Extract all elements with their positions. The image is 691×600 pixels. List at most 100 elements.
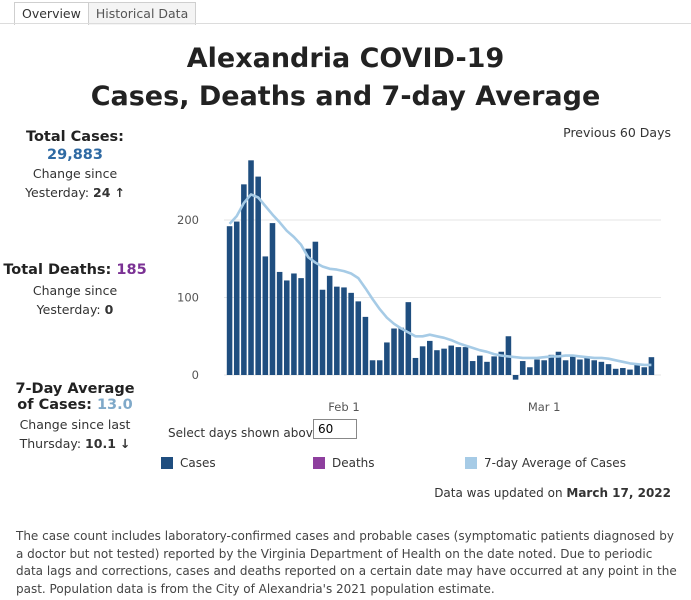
case-bar xyxy=(248,160,254,375)
avg-change-label: Change since last xyxy=(19,417,131,432)
title-line-2: Cases, Deaths and 7-day Average xyxy=(90,81,601,112)
case-bar xyxy=(362,316,369,375)
arrow-down-icon: ↓ xyxy=(119,436,131,451)
footnote: The case count includes laboratory-confi… xyxy=(16,529,677,596)
case-bar xyxy=(441,348,447,375)
case-bar xyxy=(341,287,347,375)
case-bar xyxy=(477,355,483,375)
total-deaths-change: Yesterday: 0 xyxy=(0,300,150,319)
case-bar xyxy=(233,221,240,375)
case-bar xyxy=(584,356,590,375)
seven-day-average-panel: 7-Day Average of Cases: 13.0 Change sinc… xyxy=(0,381,150,453)
case-bar xyxy=(491,356,497,375)
case-bar xyxy=(598,361,605,375)
case-bar xyxy=(534,359,540,375)
total-deaths-change-prefix: Yesterday: xyxy=(36,302,101,317)
period-label: Previous 60 Days xyxy=(563,125,671,140)
case-bar xyxy=(627,369,633,375)
tab-historical-data[interactable]: Historical Data xyxy=(88,2,197,25)
days-input[interactable] xyxy=(313,419,357,439)
legend-average-swatch xyxy=(465,457,477,469)
total-cases-value: 29,883 xyxy=(47,147,103,163)
case-bar xyxy=(355,301,362,375)
legend-deaths-swatch xyxy=(313,457,325,469)
case-bar xyxy=(226,226,233,375)
case-bar xyxy=(570,356,576,375)
case-bar xyxy=(605,364,612,375)
arrow-up-icon: ↑ xyxy=(114,185,125,200)
case-bar xyxy=(384,342,390,375)
legend-cases-label: Cases xyxy=(180,456,216,470)
tab-overview[interactable]: Overview xyxy=(14,2,89,25)
case-bar xyxy=(269,223,276,375)
updated-note: Data was updated on March 17, 2022 xyxy=(434,486,671,500)
avg-value: 13.0 xyxy=(96,397,133,413)
case-bar xyxy=(548,354,555,375)
case-bar xyxy=(312,241,319,375)
case-bar xyxy=(519,361,526,375)
total-deaths-change-label: Change since xyxy=(32,283,118,298)
tab-bar: Overview Historical Data xyxy=(14,2,197,25)
case-bar xyxy=(455,347,462,375)
case-bar xyxy=(484,361,490,375)
case-bar xyxy=(334,286,340,375)
case-bar xyxy=(241,184,247,375)
case-bar xyxy=(541,360,547,375)
days-selector-label: Select days shown above: xyxy=(168,426,325,440)
updated-prefix: Data was updated on xyxy=(434,486,567,500)
avg-change: Thursday: 10.1 ↓ xyxy=(0,434,150,453)
cases-chart: 0 100 200 Feb 1 Mar 1 xyxy=(177,160,661,414)
case-bar xyxy=(512,375,519,380)
case-bar xyxy=(276,271,283,375)
case-bar xyxy=(648,357,655,375)
case-bar xyxy=(620,368,626,375)
case-bar xyxy=(577,359,583,375)
total-deaths-change-value: 0 xyxy=(104,302,114,317)
case-bar xyxy=(291,273,297,375)
case-bar xyxy=(448,345,454,375)
case-bar xyxy=(369,360,376,375)
avg-label-1: 7-Day Average xyxy=(15,381,135,397)
case-bar xyxy=(398,327,404,375)
y-tick-label: 0 xyxy=(192,368,199,382)
case-bar xyxy=(284,280,290,375)
page-title: Alexandria COVID-19 Cases, Deaths and 7-… xyxy=(0,40,691,116)
case-bar xyxy=(419,346,426,375)
legend-average-label: 7-day Average of Cases xyxy=(484,456,626,470)
case-bar xyxy=(498,351,505,375)
case-bar xyxy=(319,289,326,375)
case-bar xyxy=(634,364,640,375)
total-cases-change-prefix: Yesterday: xyxy=(25,185,90,200)
updated-date: March 17, 2022 xyxy=(566,486,671,500)
total-cases-change-value: 24 xyxy=(93,185,111,200)
total-cases-change-label: Change since xyxy=(32,166,118,181)
case-bar xyxy=(405,302,412,375)
avg-change-value: 10.1 xyxy=(85,436,116,451)
total-cases-change: Yesterday: 24 ↑ xyxy=(0,183,150,202)
case-bar xyxy=(434,350,440,375)
case-bar xyxy=(641,367,648,375)
case-bar xyxy=(305,248,311,375)
legend-average[interactable]: 7-day Average of Cases xyxy=(465,456,626,470)
y-tick-label: 200 xyxy=(177,213,199,227)
total-deaths-value: 185 xyxy=(116,262,147,278)
total-cases-panel: Total Cases: 29,883 Change since Yesterd… xyxy=(0,129,150,202)
case-bar xyxy=(427,340,433,375)
case-bar xyxy=(348,292,354,375)
legend-cases[interactable]: Cases xyxy=(161,456,216,470)
case-bar xyxy=(412,357,419,375)
tab-divider xyxy=(0,23,691,24)
case-bar xyxy=(612,368,619,375)
case-bar xyxy=(555,351,562,375)
legend-deaths[interactable]: Deaths xyxy=(313,456,375,470)
x-tick-label: Mar 1 xyxy=(528,400,561,414)
avg-change-prefix: Thursday: xyxy=(19,436,82,451)
case-bar xyxy=(262,256,269,375)
case-bar xyxy=(527,367,533,375)
case-bar xyxy=(391,328,397,375)
y-tick-label: 100 xyxy=(177,291,199,305)
total-deaths-panel: Total Deaths: 185 Change since Yesterday… xyxy=(0,262,150,319)
case-bar xyxy=(469,361,476,375)
legend-deaths-label: Deaths xyxy=(332,456,375,470)
case-bar xyxy=(298,278,304,375)
